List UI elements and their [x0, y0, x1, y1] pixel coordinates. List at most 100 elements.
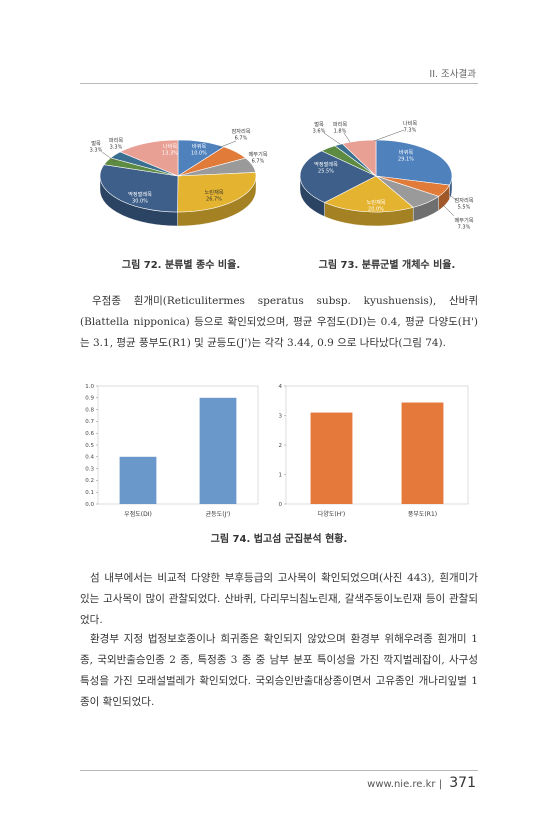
y-tick-label: 0.7 — [85, 419, 94, 425]
pie-label-value: 20.0% — [368, 207, 384, 213]
x-tick-label: 우점도(DI) — [124, 511, 152, 518]
pie-slice — [99, 164, 179, 213]
paragraph-deadwood: 섬 내부에서는 비교적 다양한 부후등급의 고사목이 확인되었으며(사진 443… — [80, 568, 478, 631]
pie-slice — [341, 139, 377, 177]
bar-chart-dominance-evenness: 0.0 0.1 0.2 0.3 0.4 0.5 0.6 0.7 0.8 0.9 1.0 우점도(DI)… — [80, 378, 260, 524]
y-tick-label: 4 — [279, 384, 283, 390]
pie-label-name: 벌목 — [314, 120, 324, 128]
pie-label-name: 딱정벌레목 — [128, 190, 152, 198]
pie-leader-line — [373, 129, 405, 142]
y-tick-label: 0.3 — [85, 466, 94, 472]
pie-label: 벌목3.3% — [90, 139, 103, 154]
paragraph-text: 우점종 흰개미(Reticulitermes speratus subsp. k… — [80, 295, 478, 349]
pie-label: 벌목3.6% — [313, 120, 326, 135]
bar — [310, 412, 353, 504]
pie-label-value: 3.6% — [313, 129, 326, 135]
x-tick-label: 풍부도(R1) — [408, 511, 437, 518]
x-tick-label: 균등도(J') — [206, 511, 231, 518]
page-number: 371 — [449, 775, 476, 791]
pie-label-name: 나비목 — [403, 119, 418, 127]
paragraph-protected-species: 환경부 지정 법정보호종이나 희귀종은 확인되지 않았으며 환경부 위해우려종 … — [80, 629, 478, 713]
pie-label-value: 3.3% — [90, 148, 103, 154]
pie-chart-species: 바퀴목 10.0% 잠자리목 6.7% 메뚜기목 6.7% 노린재목 26.7% 딱정벌레목 30… — [86, 118, 276, 236]
pie-label-name: 메뚜기목 — [454, 216, 473, 224]
figure-73-caption: 그림 73. 분류군별 개체수 비율. — [318, 260, 456, 271]
pie-label-name: 바퀴목 — [192, 142, 207, 150]
pie-label-value: 3.3% — [110, 145, 123, 151]
x-tick-label: 다양도(H') — [318, 510, 345, 518]
pie-label-name: 바퀴목 — [399, 148, 414, 156]
pie-label-value: 13.3% — [162, 151, 178, 157]
y-tick-label: 0.4 — [85, 455, 94, 461]
bar — [401, 402, 444, 504]
y-tick-label: 0.8 — [85, 407, 94, 413]
figure-72-caption: 그림 72. 분류별 종수 비율. — [121, 260, 241, 271]
figure-74-caption: 그림 74. 법고섬 군집분석 현황. — [210, 534, 348, 545]
pie-label-value: 6.7% — [235, 136, 248, 142]
y-tick-label: 0.0 — [85, 502, 94, 508]
y-tick-label: 0 — [279, 502, 283, 508]
pie-label-name: 벌목 — [91, 139, 101, 147]
pie-slice — [323, 175, 414, 213]
y-tick-label: 2 — [279, 443, 283, 449]
footer-rule — [80, 770, 478, 771]
y-tick-label: 1.0 — [85, 384, 94, 390]
y-tick-label: 0.6 — [85, 431, 94, 437]
pie-label-name: 딱정벌레목 — [314, 160, 338, 168]
y-tick-label: 1 — [279, 472, 283, 478]
pie-label-value: 7.3% — [404, 128, 417, 134]
paragraph-dominant-species: 우점종 흰개미(Reticulitermes speratus subsp. k… — [80, 291, 478, 354]
pie-label-name: 잠자리목 — [231, 127, 250, 135]
pie-slice — [177, 172, 257, 213]
pie-label-value: 6.7% — [252, 159, 265, 165]
y-tick-label: 0.9 — [85, 396, 94, 402]
pie-label-name: 잠자리목 — [454, 196, 473, 204]
paragraph-text: 환경부 지정 법정보호종이나 희귀종은 확인되지 않았으며 환경부 위해우려종 … — [80, 633, 478, 708]
pie-label-value: 29.1% — [398, 157, 414, 163]
pie-slice — [375, 139, 453, 186]
pie-label-value: 1.8% — [334, 129, 347, 135]
pie-label-name: 파리목 — [333, 120, 348, 128]
pie-leader-line — [217, 140, 237, 149]
pie-leader-line — [323, 132, 341, 145]
pie-label-name: 파리목 — [109, 136, 124, 144]
pie-label-value: 30.0% — [132, 199, 148, 205]
pie-leader-line — [343, 132, 351, 143]
footer-url: www.nie.re.kr — [367, 779, 436, 790]
y-tick-label: 0.1 — [85, 490, 94, 496]
y-tick-label: 0.2 — [85, 478, 94, 484]
pie-label-name: 노린재목 — [204, 188, 223, 196]
pie-label-name: 노린재목 — [366, 198, 385, 206]
page-footer: www.nie.re.kr | 371 — [367, 775, 476, 791]
pie-label-value: 7.3% — [458, 225, 471, 231]
pie-label-value: 25.5% — [318, 169, 334, 175]
y-tick-label: 3 — [279, 413, 283, 419]
bar — [199, 397, 237, 504]
header-rule — [80, 83, 478, 84]
pie-slice — [299, 150, 377, 203]
pie-label-value: 5.5% — [458, 205, 471, 211]
pie-leader-line — [441, 203, 455, 217]
pie-label-name: 나비목 — [163, 142, 178, 150]
y-tick-label: 0.5 — [85, 443, 94, 449]
pie-slice — [119, 139, 179, 177]
bar-chart-diversity-richness: 0 1 2 3 4 다양도(H') 풍부도(R1) — [272, 378, 470, 524]
pie-leader-line — [101, 151, 117, 163]
pie-label-name: 메뚜기목 — [248, 150, 267, 158]
pie-chart-individuals: 바퀴목 29.1% 잠자리목 5.5% 메뚜기목 7.3% 노린재목 20.0% 딱정벌레목 25… — [294, 116, 474, 240]
bar — [119, 456, 157, 504]
